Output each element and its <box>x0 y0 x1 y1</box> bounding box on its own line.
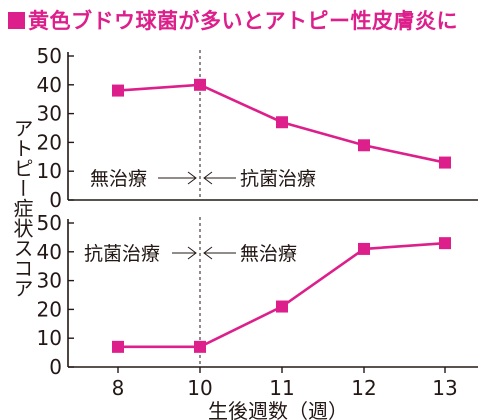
bottom-y-tick-label: 40 <box>37 240 62 264</box>
bottom-y-tick-label: 10 <box>37 326 62 350</box>
bottom-data-point <box>112 340 124 353</box>
top-data-point <box>194 78 206 91</box>
bottom-y-tick-label: 30 <box>37 269 62 293</box>
bottom-data-point <box>439 237 451 250</box>
bottom-arrowhead-right <box>203 246 213 260</box>
x-tick-label: 8 <box>112 376 125 400</box>
top-data-point <box>439 156 451 169</box>
bottom-data-point <box>194 340 206 353</box>
top-y-tick-label: 50 <box>37 44 62 68</box>
x-axis-label: 生後週数（週） <box>208 399 348 420</box>
x-tick-label: 10 <box>187 376 212 400</box>
y-axis-label: アトピー症状スコア <box>10 118 34 298</box>
bottom-y-tick-label: 50 <box>37 211 62 235</box>
bottom-data-point <box>358 242 370 255</box>
top-arrowhead-right <box>203 171 213 185</box>
bottom-data-point <box>276 300 288 313</box>
top-y-tick-label: 30 <box>37 102 62 126</box>
top-arrowhead-left <box>187 171 197 185</box>
bottom-y-tick-label: 20 <box>37 297 62 321</box>
title-square-icon <box>8 11 25 29</box>
top-data-point <box>276 116 288 129</box>
top-annotation-right: 抗菌治療 <box>240 168 316 190</box>
title-text: 黄色ブドウ球菌が多いとアトピー性皮膚炎に <box>28 9 458 33</box>
chart-title: 黄色ブドウ球菌が多いとアトピー性皮膚炎に <box>8 6 458 34</box>
bottom-annotation-right: 無治療 <box>240 243 297 265</box>
top-y-tick-label: 20 <box>37 130 62 154</box>
bottom-annotation-left: 抗菌治療 <box>84 243 160 265</box>
x-tick-label: 11 <box>269 376 294 400</box>
top-y-tick-label: 40 <box>37 73 62 97</box>
top-annotation-left: 無治療 <box>90 168 147 190</box>
top-data-point <box>112 84 124 97</box>
top-data-point <box>358 139 370 152</box>
x-tick-label: 13 <box>432 376 457 400</box>
bottom-y-tick-label: 0 <box>49 355 62 379</box>
top-y-tick-label: 10 <box>37 159 62 183</box>
x-tick-label: 12 <box>351 376 376 400</box>
bottom-arrowhead-left <box>187 246 197 260</box>
top-y-tick-label: 0 <box>49 188 62 212</box>
